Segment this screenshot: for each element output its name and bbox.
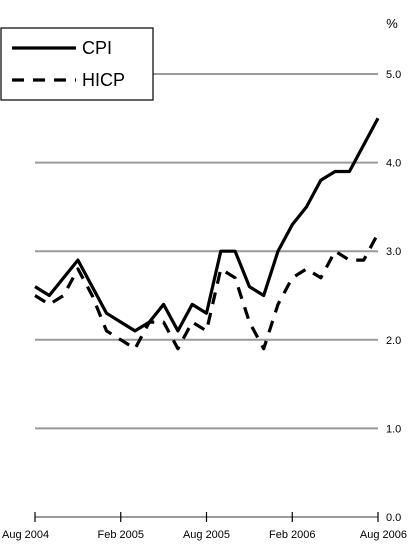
y-axis-unit-label: % — [386, 16, 398, 31]
y-tick-label-0-0: 0.0 — [386, 512, 401, 524]
legend: CPI HICP — [0, 27, 154, 101]
grid-lines — [35, 73, 378, 430]
x-tick-label-feb-2005: Feb 2005 — [98, 529, 144, 541]
y-tick-label-1-0: 1.0 — [386, 423, 401, 435]
legend-label-cpi: CPI — [82, 38, 112, 58]
series-line-hicp — [34, 232, 380, 351]
series-line-cpi — [34, 117, 380, 333]
y-tick-label-4-0: 4.0 — [386, 158, 401, 170]
y-axis-tick-labels: 0.0 1.0 2.0 3.0 4.0 5.0 — [386, 69, 401, 524]
x-tick-label-aug-2006: Aug 2006 — [360, 529, 407, 541]
y-tick-label-3-0: 3.0 — [386, 246, 401, 258]
x-tick-label-aug-2004: Aug 2004 — [2, 529, 49, 541]
x-tick-label-aug-2005: Aug 2005 — [183, 529, 230, 541]
x-axis: Aug 2004 Feb 2005 Aug 2005 Feb 2006 Aug 2006 — [2, 512, 407, 541]
legend-label-hicp: HICP — [82, 70, 125, 90]
series-lines — [34, 117, 380, 351]
y-tick-label-2-0: 2.0 — [386, 335, 401, 347]
x-tick-label-feb-2006: Feb 2006 — [269, 529, 315, 541]
y-tick-label-5-0: 5.0 — [386, 69, 401, 81]
legend-box — [0, 27, 154, 101]
